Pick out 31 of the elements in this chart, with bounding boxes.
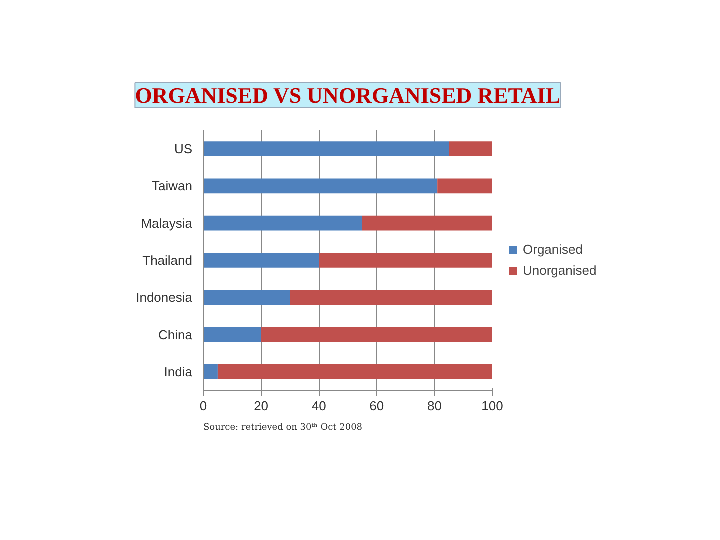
bar (438, 178, 492, 194)
y-tick-label: US (174, 142, 193, 157)
bar (204, 327, 262, 342)
x-tick-label: 0 (200, 398, 208, 414)
bar (204, 216, 362, 231)
bar (362, 216, 492, 231)
bar (204, 364, 218, 380)
y-tick-label: Malaysia (141, 216, 194, 231)
y-tick-label: India (164, 364, 194, 380)
y-tick-label: Thailand (142, 253, 193, 268)
x-tick-label: 100 (482, 398, 504, 414)
x-tick-label: 20 (254, 398, 269, 414)
bar (204, 142, 450, 156)
chart-title: ORGANISED VS UNORGANISED RETAIL (135, 83, 560, 108)
bar (204, 178, 438, 194)
x-tick-label: 80 (427, 398, 442, 414)
bar (218, 364, 492, 380)
bar (449, 142, 492, 156)
x-tick-label: 40 (312, 398, 326, 414)
y-tick-label: Indonesia (136, 290, 194, 306)
bar (204, 253, 320, 268)
y-tick-label: Taiwan (152, 178, 192, 194)
bar (290, 290, 492, 306)
bar (204, 290, 290, 306)
legend-label: Organised (523, 242, 583, 257)
source-note: Source: retrieved on 30ᵗʰ Oct 2008 (204, 423, 363, 433)
legend-label: Unorganised (523, 263, 597, 278)
bar (319, 253, 492, 268)
y-tick-label: China (158, 327, 194, 342)
x-tick-label: 60 (370, 398, 384, 414)
bar (261, 327, 492, 342)
